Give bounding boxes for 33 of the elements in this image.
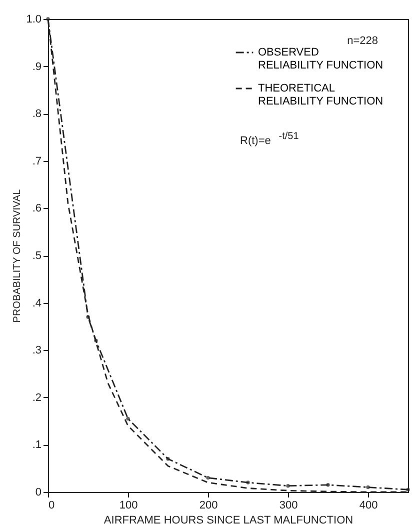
legend-label: OBSERVED RELIABILITY FUNCTION bbox=[258, 46, 384, 72]
annotation: n=228 bbox=[347, 35, 378, 47]
y-tick-label: .3 bbox=[32, 344, 42, 357]
x-tick-label: 400 bbox=[359, 500, 378, 512]
x-tick-label: 200 bbox=[199, 500, 218, 512]
x-tick-label: 300 bbox=[279, 500, 298, 512]
y-tick-label: .7 bbox=[32, 155, 42, 168]
y-tick-label: .6 bbox=[32, 202, 42, 215]
point bbox=[86, 315, 90, 319]
y-tick-label: .1 bbox=[32, 439, 42, 452]
y-tick-label: .8 bbox=[32, 108, 42, 120]
x-tick-label: 0 bbox=[48, 500, 55, 512]
y-axis-title: PROBABILITY OF SURVIVAL bbox=[12, 188, 24, 323]
point bbox=[246, 480, 250, 484]
y-tick-label: .2 bbox=[32, 392, 42, 404]
point bbox=[326, 483, 330, 487]
point bbox=[126, 416, 130, 421]
y-tick-label: 1.0 bbox=[26, 14, 42, 26]
x-tick-label: 100 bbox=[119, 500, 138, 512]
point bbox=[406, 488, 410, 492]
point bbox=[286, 484, 290, 488]
point bbox=[366, 485, 370, 490]
point bbox=[166, 457, 170, 461]
x-axis-title: AIRFRAME HOURS SINCE LAST MALFUNCTION bbox=[104, 514, 354, 526]
y-tick-label: .5 bbox=[32, 250, 42, 262]
y-tick-label: .9 bbox=[32, 60, 42, 73]
legend-label: THEORETICAL RELIABILITY FUNCTION bbox=[258, 82, 384, 108]
y-tick-label: 0 bbox=[35, 486, 42, 498]
y-tick-label: .4 bbox=[32, 297, 42, 310]
point bbox=[206, 476, 210, 480]
annotation: R(t)=e-t/51 bbox=[240, 131, 300, 147]
point bbox=[46, 17, 50, 21]
point bbox=[94, 338, 98, 343]
